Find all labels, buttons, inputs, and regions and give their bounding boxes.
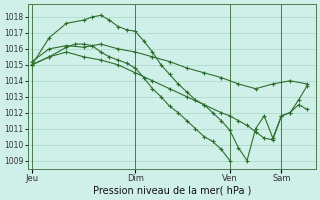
- X-axis label: Pression niveau de la mer( hPa ): Pression niveau de la mer( hPa ): [92, 186, 251, 196]
